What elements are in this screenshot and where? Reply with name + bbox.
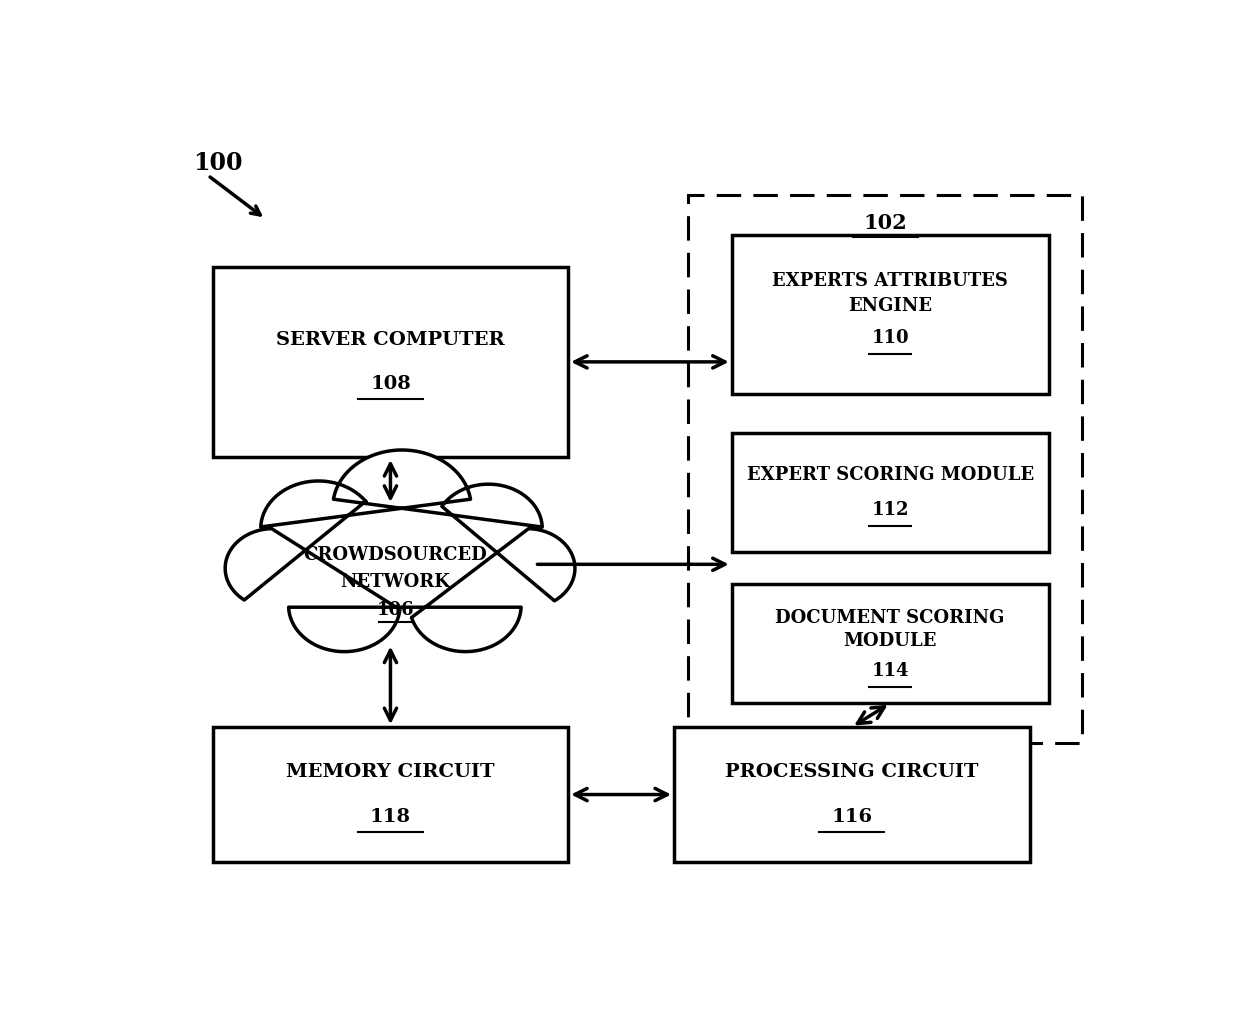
- Text: 100: 100: [193, 152, 243, 175]
- Text: 116: 116: [831, 807, 872, 826]
- Text: PROCESSING CIRCUIT: PROCESSING CIRCUIT: [725, 763, 978, 781]
- Bar: [675, 727, 1029, 862]
- Bar: [732, 433, 1049, 553]
- Text: 118: 118: [370, 807, 410, 826]
- Text: 114: 114: [872, 663, 909, 680]
- Text: 110: 110: [872, 329, 909, 347]
- Polygon shape: [226, 450, 575, 652]
- Bar: [213, 727, 568, 862]
- Bar: [732, 235, 1049, 394]
- Text: 112: 112: [872, 501, 909, 520]
- Text: SERVER COMPUTER: SERVER COMPUTER: [277, 331, 505, 348]
- Text: DOCUMENT SCORING: DOCUMENT SCORING: [775, 608, 1004, 627]
- Bar: [732, 585, 1049, 703]
- Text: ENGINE: ENGINE: [848, 297, 932, 315]
- Text: EXPERT SCORING MODULE: EXPERT SCORING MODULE: [746, 466, 1034, 485]
- Text: 108: 108: [370, 375, 410, 393]
- Text: 106: 106: [377, 601, 414, 620]
- Text: EXPERTS ATTRIBUTES: EXPERTS ATTRIBUTES: [773, 272, 1008, 290]
- Text: MODULE: MODULE: [843, 632, 937, 651]
- Text: MEMORY CIRCUIT: MEMORY CIRCUIT: [286, 763, 495, 781]
- Bar: [688, 195, 1083, 743]
- Text: 102: 102: [863, 213, 908, 233]
- Text: NETWORK: NETWORK: [340, 573, 450, 591]
- Text: CROWDSOURCED: CROWDSOURCED: [304, 545, 487, 564]
- Bar: [213, 267, 568, 457]
